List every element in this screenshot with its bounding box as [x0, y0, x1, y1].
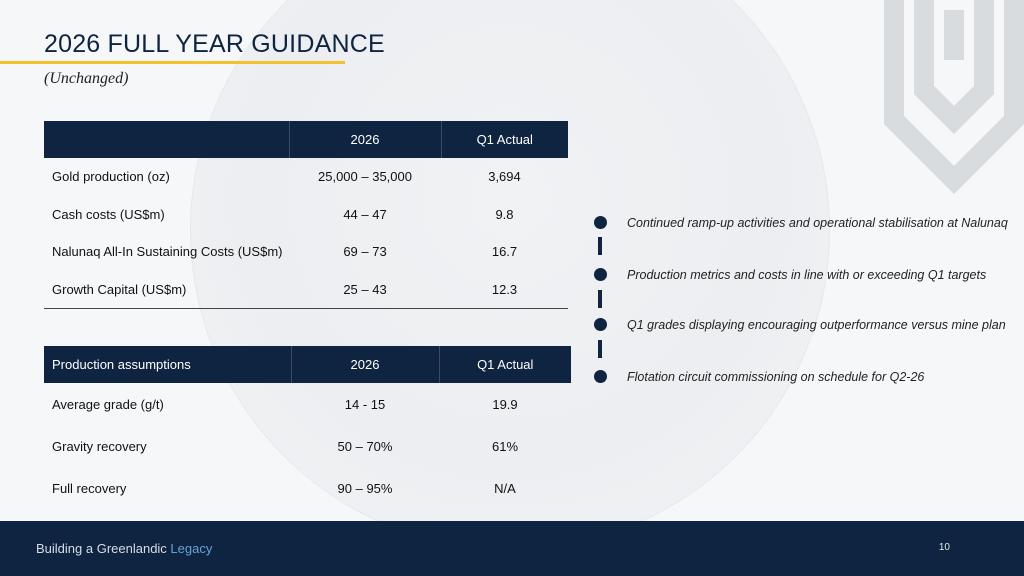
- company-logo-watermark: [884, 0, 1024, 195]
- footer-tagline: Building a Greenlandic Legacy: [36, 541, 212, 556]
- column-header: Q1 Actual: [440, 121, 568, 158]
- table-row: Gold production (oz) 25,000 – 35,000 3,6…: [44, 158, 568, 196]
- page-title: 2026 FULL YEAR GUIDANCE: [44, 30, 385, 58]
- actual-value: 19.9: [492, 396, 518, 412]
- bullet-dot-icon: [594, 216, 607, 229]
- table-row: Nalunaq All-In Sustaining Costs (US$m) 6…: [44, 233, 568, 271]
- actual-value: 9.8: [495, 206, 514, 222]
- connector-bar: [598, 290, 602, 308]
- row-label: Gold production (oz): [52, 169, 170, 185]
- connector-bar: [598, 340, 602, 358]
- highlight-item: Production metrics and costs in line wit…: [627, 268, 987, 282]
- column-header: 2026: [290, 346, 439, 383]
- guidance-value: 14 - 15: [344, 396, 386, 412]
- guidance-value: 90 – 95%: [337, 480, 393, 496]
- bullet-dot-icon: [594, 318, 607, 331]
- guidance-value: 69 – 73: [343, 244, 387, 260]
- row-label: Average grade (g/t): [52, 396, 164, 412]
- column-header: Production assumptions: [44, 346, 291, 383]
- column-header: [44, 121, 289, 158]
- highlight-item: Continued ramp-up activities and operati…: [627, 216, 1008, 230]
- table-header-row: Production assumptions 2026 Q1 Actual: [44, 346, 571, 383]
- table-row: Gravity recovery 50 – 70% 61%: [44, 425, 571, 467]
- guidance-value: 25,000 – 35,000: [318, 169, 412, 185]
- row-label: Nalunaq All-In Sustaining Costs (US$m): [52, 244, 283, 260]
- table-row: Cash costs (US$m) 44 – 47 9.8: [44, 196, 568, 234]
- table-row: Growth Capital (US$m) 25 – 43 12.3: [44, 270, 568, 309]
- footer-bar: Building a Greenlandic Legacy 10: [0, 521, 1024, 576]
- table-row: Full recovery 90 – 95% N/A: [44, 467, 571, 509]
- actual-value: 3,694: [488, 169, 521, 185]
- row-label: Growth Capital (US$m): [44, 270, 289, 309]
- column-header: Q1 Actual: [438, 346, 571, 383]
- page-subtitle: (Unchanged): [44, 70, 129, 87]
- title-underline: [0, 61, 345, 64]
- guidance-value: 50 – 70%: [337, 438, 393, 454]
- table-row: Average grade (g/t) 14 - 15 19.9: [44, 383, 571, 425]
- guidance-value: 44 – 47: [343, 206, 387, 222]
- actual-value: N/A: [494, 480, 516, 496]
- guidance-value: 25 – 43: [289, 270, 441, 309]
- actual-value: 61%: [491, 438, 519, 454]
- footer-tagline-main: Building a Greenlandic: [36, 541, 171, 556]
- highlight-item: Q1 grades displaying encouraging outperf…: [627, 318, 1006, 332]
- footer-tagline-accent: Legacy: [170, 541, 213, 556]
- guidance-table: 2026 Q1 Actual Gold production (oz) 25,0…: [44, 121, 568, 309]
- production-assumptions-table: Production assumptions 2026 Q1 Actual Av…: [44, 346, 571, 509]
- table-header-row: 2026 Q1 Actual: [44, 121, 568, 158]
- actual-value: 12.3: [441, 270, 568, 309]
- bullet-dot-icon: [594, 370, 607, 383]
- row-label: Full recovery: [52, 480, 127, 496]
- actual-value: 16.7: [491, 244, 518, 260]
- highlight-item: Flotation circuit commissioning on sched…: [627, 370, 925, 384]
- row-label: Cash costs (US$m): [52, 206, 165, 222]
- bullet-dot-icon: [594, 268, 607, 281]
- connector-bar: [598, 237, 602, 255]
- column-header: 2026: [288, 121, 441, 158]
- page-number: 10: [938, 542, 950, 553]
- row-label: Gravity recovery: [52, 438, 147, 454]
